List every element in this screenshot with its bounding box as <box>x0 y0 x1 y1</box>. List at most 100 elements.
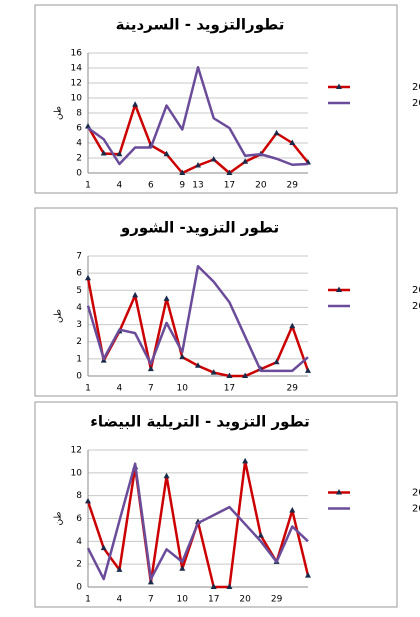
point-marker <box>226 372 233 378</box>
chart: تطور التزويد - التريلية البيضاء024681012… <box>34 401 420 608</box>
y-tick-label: 6 <box>76 124 82 134</box>
point-marker <box>163 472 170 479</box>
x-tick-label: 1 <box>85 181 91 191</box>
x-tick-label: 4 <box>117 595 123 605</box>
point-marker <box>242 158 249 164</box>
point-marker <box>179 353 186 360</box>
x-tick-label: 9 <box>179 181 185 191</box>
series-line <box>86 265 309 373</box>
chart: تطور التزويد- الشورو01234567طن147101729ا… <box>34 207 420 397</box>
x-tick-label: 7 <box>148 384 154 394</box>
y-tick-label: 4 <box>76 537 82 547</box>
y-tick-label: 4 <box>76 303 82 313</box>
x-tick-label: 17 <box>224 384 235 394</box>
x-tick-label: 17 <box>208 595 219 605</box>
point-marker <box>132 291 139 298</box>
point-marker <box>179 169 186 175</box>
point-marker <box>116 566 123 572</box>
y-tick-label: 5 <box>76 286 82 296</box>
x-tick-label: 10 <box>177 595 189 605</box>
legend-label: الكمية 2015 <box>412 98 420 109</box>
y-tick-label: 3 <box>76 320 82 330</box>
chart-title: تطور التزويد - التريلية البيضاء <box>90 413 310 431</box>
point-marker <box>305 572 311 578</box>
chart-frame <box>34 401 398 608</box>
point-marker <box>242 372 249 378</box>
x-tick-label: 17 <box>224 181 235 191</box>
chart-title: تطورالتزويد - السردينة <box>116 16 285 34</box>
point-marker <box>289 322 296 329</box>
x-tick-label: 1 <box>85 384 91 394</box>
y-tick-label: 10 <box>71 94 83 104</box>
point-marker <box>163 150 170 157</box>
point-marker <box>132 101 139 107</box>
x-tick-label: 20 <box>239 595 251 605</box>
y-tick-label: 0 <box>76 583 82 593</box>
legend-marker <box>336 83 342 89</box>
legend-label: الكمية 2015 <box>412 301 420 312</box>
x-tick-label: 7 <box>148 595 154 605</box>
y-axis-label: طن <box>54 309 64 323</box>
point-marker <box>195 362 201 368</box>
chart-frame <box>34 207 398 397</box>
point-marker <box>226 583 233 589</box>
point-marker <box>305 367 311 373</box>
x-tick-label: 6 <box>148 181 154 191</box>
y-tick-label: 12 <box>71 79 82 89</box>
point-marker <box>100 544 107 551</box>
x-tick-label: 29 <box>271 595 283 605</box>
point-marker <box>85 123 91 129</box>
point-marker <box>195 162 201 168</box>
point-marker <box>116 150 123 157</box>
point-marker <box>257 532 264 538</box>
point-marker <box>273 129 280 136</box>
point-marker <box>210 156 217 162</box>
series-line <box>86 462 309 581</box>
y-tick-label: 16 <box>71 49 83 59</box>
x-tick-label: 1 <box>85 595 91 605</box>
x-tick-label: 10 <box>177 384 189 394</box>
y-tick-label: 6 <box>76 269 82 279</box>
y-tick-label: 8 <box>76 491 82 501</box>
y-tick-label: 12 <box>71 446 82 456</box>
point-marker <box>179 565 186 571</box>
legend-label: الكمية 2016 <box>412 488 420 499</box>
point-marker <box>85 274 91 281</box>
y-tick-label: 1 <box>76 354 82 364</box>
x-tick-label: 13 <box>192 181 203 191</box>
y-tick-label: 0 <box>76 372 82 382</box>
legend-marker <box>336 286 342 292</box>
point-marker <box>147 578 154 585</box>
y-tick-label: 7 <box>76 252 82 262</box>
x-tick-label: 29 <box>287 181 299 191</box>
y-tick-label: 2 <box>76 154 82 164</box>
y-axis-label: طن <box>54 106 64 120</box>
point-marker <box>163 295 170 301</box>
point-marker <box>85 497 91 504</box>
x-tick-label: 29 <box>287 384 299 394</box>
series-line <box>87 66 309 166</box>
y-tick-label: 2 <box>76 337 82 347</box>
point-marker <box>242 457 249 464</box>
y-axis-label: طن <box>54 511 64 525</box>
point-marker <box>289 139 296 145</box>
point-marker <box>273 358 280 365</box>
y-tick-label: 0 <box>76 169 82 179</box>
legend-label: الكمية 2015 <box>412 504 420 515</box>
y-tick-label: 10 <box>71 468 83 478</box>
y-tick-label: 6 <box>76 514 82 524</box>
legend-label: الكمية 2016 <box>412 285 420 296</box>
y-tick-label: 8 <box>76 109 82 119</box>
y-tick-label: 2 <box>76 560 82 570</box>
point-marker <box>100 150 107 156</box>
x-tick-label: 4 <box>117 181 123 191</box>
x-tick-label: 4 <box>117 384 123 394</box>
y-tick-label: 4 <box>76 139 82 149</box>
y-tick-label: 14 <box>71 64 83 74</box>
point-marker <box>147 365 154 372</box>
legend-marker <box>336 489 342 495</box>
point-marker <box>210 583 217 589</box>
x-tick-label: 20 <box>255 181 267 191</box>
